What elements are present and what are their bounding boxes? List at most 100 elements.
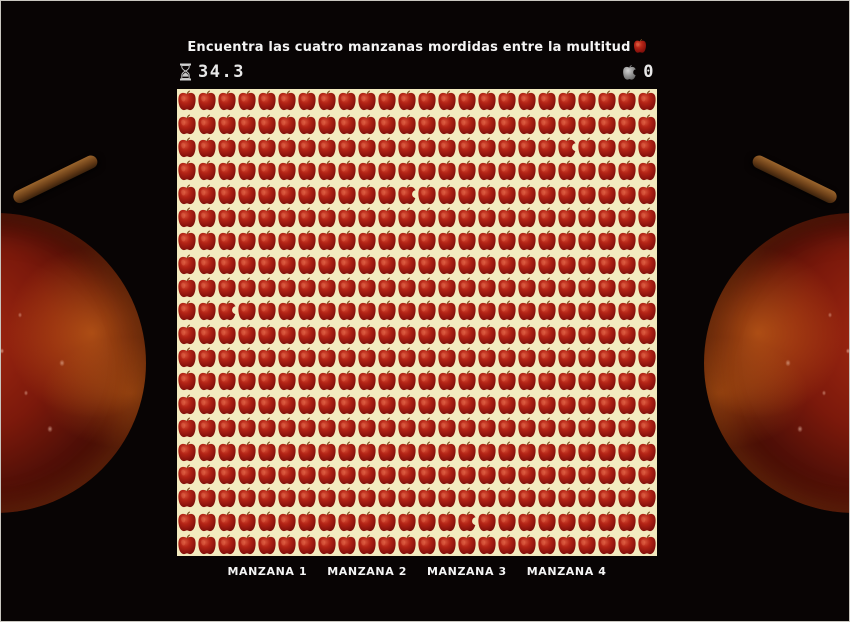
apple[interactable] xyxy=(477,89,497,112)
apple[interactable] xyxy=(617,509,637,532)
apple[interactable] xyxy=(597,276,617,299)
apple[interactable] xyxy=(577,322,597,345)
apple[interactable] xyxy=(377,206,397,229)
apple[interactable] xyxy=(597,322,617,345)
apple[interactable] xyxy=(317,136,337,159)
apple[interactable] xyxy=(297,206,317,229)
apple[interactable] xyxy=(477,229,497,252)
apple[interactable] xyxy=(237,136,257,159)
apple[interactable] xyxy=(537,112,557,135)
apple[interactable] xyxy=(197,509,217,532)
apple[interactable] xyxy=(377,346,397,369)
apple[interactable] xyxy=(337,159,357,182)
apple[interactable] xyxy=(497,533,517,556)
apple[interactable] xyxy=(357,369,377,392)
apple[interactable] xyxy=(537,182,557,205)
apple[interactable] xyxy=(297,346,317,369)
apple[interactable] xyxy=(377,112,397,135)
apple[interactable] xyxy=(597,439,617,462)
apple[interactable] xyxy=(417,159,437,182)
apple[interactable] xyxy=(477,346,497,369)
apple[interactable] xyxy=(457,416,477,439)
apple[interactable] xyxy=(197,276,217,299)
apple[interactable] xyxy=(497,89,517,112)
apple[interactable] xyxy=(257,463,277,486)
apple[interactable] xyxy=(537,252,557,275)
apple[interactable] xyxy=(597,229,617,252)
apple[interactable] xyxy=(617,159,637,182)
apple[interactable] xyxy=(397,463,417,486)
apple[interactable] xyxy=(297,439,317,462)
apple[interactable] xyxy=(617,416,637,439)
apple[interactable] xyxy=(257,182,277,205)
apple[interactable] xyxy=(297,136,317,159)
apple[interactable] xyxy=(417,136,437,159)
apple[interactable] xyxy=(197,533,217,556)
apple[interactable] xyxy=(397,509,417,532)
apple[interactable] xyxy=(377,486,397,509)
apple[interactable] xyxy=(217,322,237,345)
apple[interactable] xyxy=(337,346,357,369)
apple[interactable] xyxy=(437,369,457,392)
apple[interactable] xyxy=(517,136,537,159)
apple[interactable] xyxy=(457,346,477,369)
apple[interactable] xyxy=(277,182,297,205)
apple[interactable] xyxy=(497,252,517,275)
apple[interactable] xyxy=(257,486,277,509)
apple[interactable] xyxy=(397,392,417,415)
apple[interactable] xyxy=(337,533,357,556)
apple[interactable] xyxy=(477,252,497,275)
apple[interactable] xyxy=(257,346,277,369)
apple[interactable] xyxy=(277,89,297,112)
apple[interactable] xyxy=(217,416,237,439)
apple[interactable] xyxy=(337,486,357,509)
apple[interactable] xyxy=(577,392,597,415)
apple[interactable] xyxy=(497,206,517,229)
apple[interactable] xyxy=(497,159,517,182)
apple[interactable] xyxy=(597,346,617,369)
apple[interactable] xyxy=(357,182,377,205)
apple[interactable] xyxy=(517,182,537,205)
apple[interactable] xyxy=(217,252,237,275)
apple[interactable] xyxy=(637,509,657,532)
apple[interactable] xyxy=(377,276,397,299)
apple[interactable] xyxy=(197,299,217,322)
apple[interactable] xyxy=(357,206,377,229)
apple[interactable] xyxy=(497,276,517,299)
apple[interactable] xyxy=(337,416,357,439)
apple[interactable] xyxy=(337,322,357,345)
apple[interactable] xyxy=(277,159,297,182)
apple[interactable] xyxy=(357,416,377,439)
apple[interactable] xyxy=(597,533,617,556)
apple[interactable] xyxy=(497,369,517,392)
apple[interactable] xyxy=(337,229,357,252)
apple[interactable] xyxy=(297,89,317,112)
apple[interactable] xyxy=(317,509,337,532)
apple[interactable] xyxy=(577,416,597,439)
apple[interactable] xyxy=(297,276,317,299)
apple[interactable] xyxy=(277,229,297,252)
apple[interactable] xyxy=(577,369,597,392)
apple[interactable] xyxy=(377,89,397,112)
apple[interactable] xyxy=(597,416,617,439)
apple[interactable] xyxy=(357,509,377,532)
apple[interactable] xyxy=(437,136,457,159)
apple[interactable] xyxy=(477,182,497,205)
bitten-apple[interactable] xyxy=(217,299,237,322)
apple[interactable] xyxy=(177,182,197,205)
apple[interactable] xyxy=(537,369,557,392)
apple[interactable] xyxy=(577,276,597,299)
apple[interactable] xyxy=(257,509,277,532)
apple[interactable] xyxy=(557,229,577,252)
apple[interactable] xyxy=(577,89,597,112)
apple[interactable] xyxy=(537,322,557,345)
apple[interactable] xyxy=(617,392,637,415)
apple[interactable] xyxy=(197,486,217,509)
apple[interactable] xyxy=(237,463,257,486)
apple[interactable] xyxy=(397,252,417,275)
apple[interactable] xyxy=(477,369,497,392)
apple[interactable] xyxy=(257,533,277,556)
apple[interactable] xyxy=(537,206,557,229)
apple[interactable] xyxy=(297,182,317,205)
apple[interactable] xyxy=(437,322,457,345)
